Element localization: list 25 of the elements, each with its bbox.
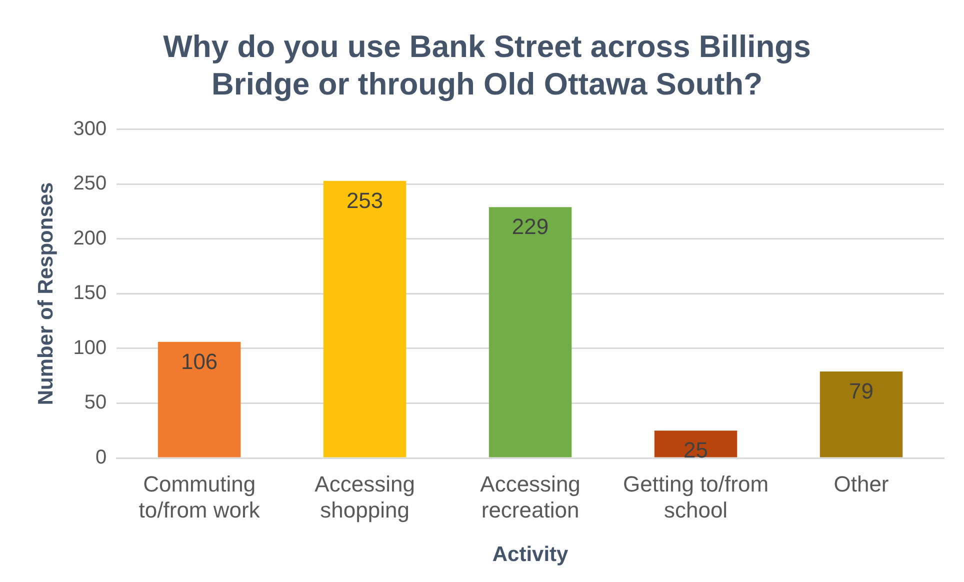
bar [654,430,738,458]
x-tick-label: Other [834,471,889,496]
bar [820,371,903,458]
data-label: 79 [849,378,874,404]
x-tick-label: Commuting to/from work [138,471,261,523]
x-axis-title: Activity [492,543,569,566]
data-label: 25 [684,438,708,463]
y-axis-title: Number of Responses [34,182,58,406]
y-tick-label: 200 [73,227,107,250]
y-tick-label: 300 [73,118,107,140]
x-tick-label: Getting to/from school [623,471,769,523]
y-tick-label: 0 [95,446,107,469]
y-tick-label: 250 [73,172,107,195]
data-label: 229 [512,214,549,240]
bar [323,180,406,458]
x-tick-label: Accessing shopping [314,471,415,523]
y-tick-label: 100 [73,336,107,359]
chart-title: Why do you use Bank Street across Billings Bridge or through Old Ottawa South? [163,29,811,102]
data-label: 253 [346,188,384,213]
x-tick-label: Accessing recreation [480,471,580,523]
bar [488,207,572,458]
y-tick-label: 50 [84,392,107,414]
y-tick-label: 150 [73,282,107,304]
data-label: 106 [180,348,218,374]
bar [158,342,241,458]
